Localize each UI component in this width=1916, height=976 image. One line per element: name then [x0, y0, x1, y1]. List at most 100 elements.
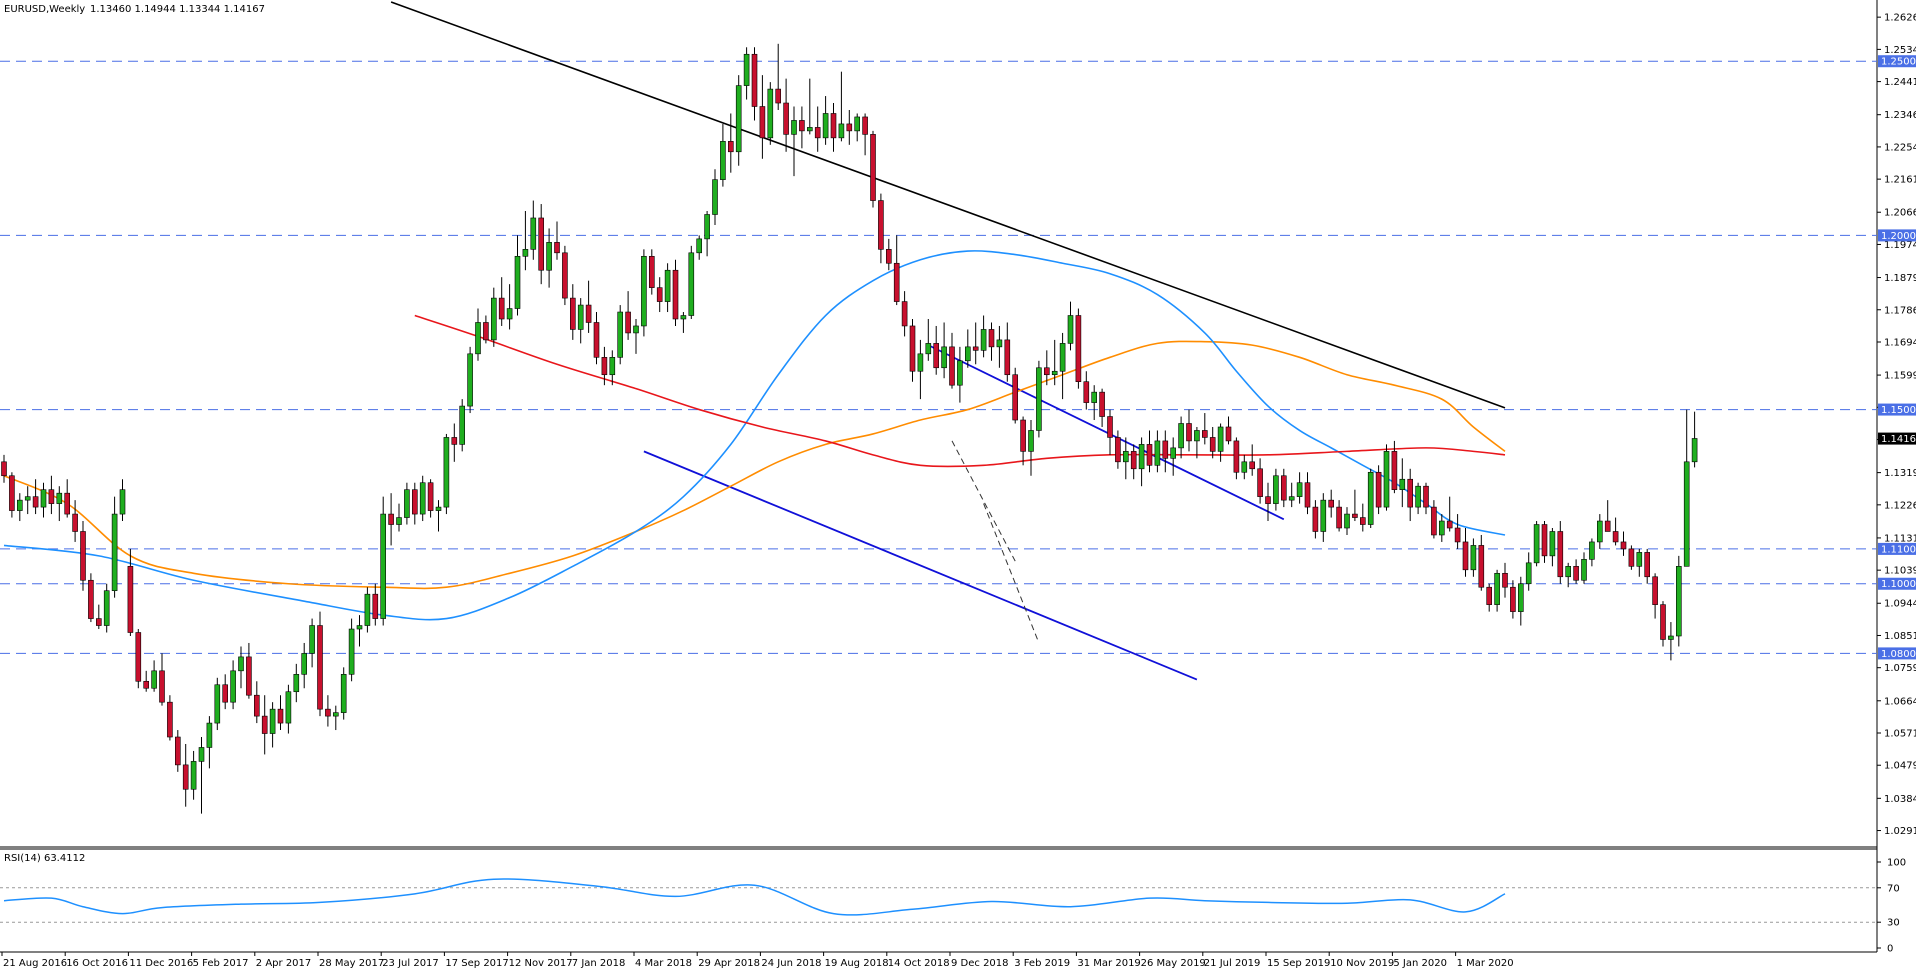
bullish-candle: [293, 663, 300, 703]
candle-body: [490, 297, 497, 341]
bearish-candle: [1162, 430, 1169, 473]
bearish-candle: [1446, 496, 1453, 532]
candle-body: [862, 116, 868, 135]
price-tick-label: 1.06640: [1884, 696, 1916, 707]
bullish-candle: [340, 667, 347, 720]
bearish-candle: [1304, 472, 1311, 515]
bearish-candle: [1012, 367, 1019, 424]
bearish-candle: [451, 423, 458, 462]
candle-body: [103, 590, 110, 626]
candle-body: [277, 708, 284, 724]
candle-body: [261, 715, 268, 734]
bearish-candle: [554, 221, 560, 260]
bullish-candle: [712, 169, 718, 225]
price-tick-label: 1.07590: [1884, 663, 1916, 674]
bullish-candle: [1036, 360, 1042, 438]
candle-body: [404, 489, 410, 518]
candle-body: [893, 262, 900, 302]
candle-body: [1597, 520, 1603, 543]
candle-body: [1107, 416, 1113, 438]
candle-body: [198, 747, 205, 762]
candle-body: [783, 102, 789, 135]
time-tick-label: 14 Oct 2018: [888, 958, 950, 969]
candle-body: [356, 625, 363, 630]
price-tick-label: 1.13190: [1884, 468, 1916, 479]
bearish-candle: [1431, 500, 1437, 539]
candle-body: [1328, 499, 1334, 508]
candle-body: [1604, 520, 1611, 532]
bearish-candle: [1225, 416, 1232, 445]
price-tick-label: 1.12265: [1884, 500, 1916, 511]
candle-body: [1320, 499, 1327, 532]
candle-body: [1059, 343, 1066, 372]
bullish-candle: [1518, 576, 1524, 626]
bearish-candle: [127, 548, 134, 636]
candle-body: [720, 141, 726, 180]
bullish-candle: [1470, 538, 1477, 577]
bearish-candle: [814, 106, 821, 152]
candle-body: [1304, 482, 1311, 508]
bearish-candle: [222, 674, 228, 710]
candle-body: [846, 123, 853, 132]
candle-body: [822, 113, 829, 139]
candle-body: [767, 88, 774, 139]
candle-body: [1510, 586, 1516, 612]
candle-body: [111, 513, 118, 592]
candle-body: [1478, 545, 1485, 588]
moving-average-red: [414, 314, 1506, 468]
bearish-candle: [372, 583, 379, 626]
bullish-candle: [332, 705, 339, 731]
bearish-candle: [562, 245, 568, 306]
bullish-candle: [1296, 472, 1303, 504]
candle-body: [1644, 552, 1650, 578]
bullish-candle: [301, 642, 308, 689]
candle-body: [246, 656, 252, 696]
candle-body: [230, 670, 236, 703]
bullish-candle: [806, 78, 813, 135]
candle-body: [617, 311, 624, 358]
candle-body: [459, 405, 466, 445]
candle-body: [380, 513, 387, 619]
bearish-candle: [159, 653, 165, 706]
bullish-candle: [1597, 514, 1603, 549]
bullish-candle: [119, 479, 126, 522]
price-tick-label: 1.05715: [1884, 729, 1916, 740]
candle-body: [1241, 461, 1248, 473]
bullish-candle: [1399, 458, 1406, 508]
bearish-candle: [893, 235, 900, 306]
candle-body: [325, 708, 331, 717]
candle-body: [964, 346, 971, 362]
candle-body: [996, 339, 1003, 348]
bearish-candle: [1573, 559, 1579, 584]
moving-average-blue: [3, 250, 1506, 621]
candle-body: [743, 53, 750, 86]
bullish-candle: [419, 475, 426, 522]
bearish-candle: [1454, 514, 1461, 549]
candle-body: [1581, 559, 1587, 581]
candle-body: [885, 249, 892, 264]
candle-body: [1249, 461, 1255, 470]
candle-body: [1557, 531, 1564, 578]
bullish-candle: [1344, 507, 1350, 535]
bullish-candle: [1241, 454, 1248, 480]
level-label-box: [1878, 55, 1916, 68]
bullish-candle: [230, 660, 236, 710]
candle-body: [1652, 576, 1658, 605]
bullish-candle: [40, 482, 47, 518]
bearish-candle: [1478, 534, 1485, 591]
bearish-candle: [1352, 489, 1358, 522]
candle-body: [1352, 513, 1358, 518]
bearish-candle: [972, 322, 979, 365]
bullish-candle: [190, 750, 197, 800]
bullish-candle: [309, 618, 315, 668]
bearish-candle: [1541, 521, 1548, 563]
time-tick-label: 9 Dec 2018: [951, 958, 1009, 969]
bearish-candle: [585, 280, 592, 333]
level-label: 1.10000: [1881, 579, 1916, 590]
candle-body: [688, 252, 695, 316]
candle-body: [1533, 524, 1540, 564]
candle-body: [838, 123, 845, 139]
candle-body: [1668, 635, 1674, 640]
candle-body: [443, 437, 450, 508]
